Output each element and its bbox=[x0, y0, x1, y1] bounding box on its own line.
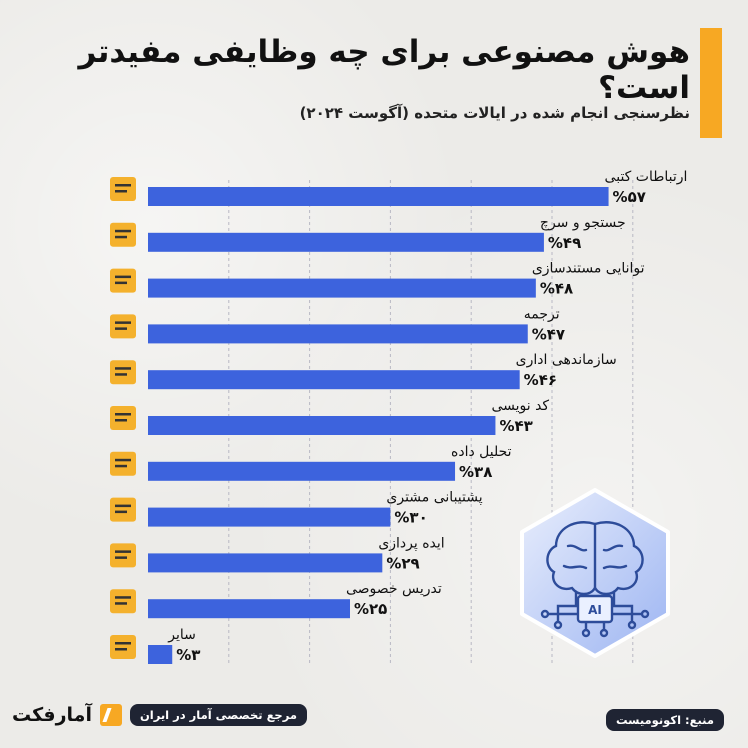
category-label: پشتیبانی مشتری bbox=[386, 490, 482, 506]
briefcase-icon bbox=[110, 635, 136, 659]
category-label: تدریس خصوصی bbox=[346, 581, 442, 597]
data-analysis-icon bbox=[110, 451, 136, 476]
chart-subtitle: نظرسنجی انجام شده در ایالات متحده (آگوست… bbox=[299, 104, 690, 122]
category-label: سایر bbox=[167, 627, 196, 643]
teaching-board-icon bbox=[110, 589, 136, 614]
value-label: %۴۳ bbox=[499, 417, 532, 435]
headset-icon bbox=[110, 497, 136, 522]
value-label: %۴۹ bbox=[548, 234, 581, 252]
value-label: %۴۸ bbox=[540, 280, 573, 298]
value-label: %۳۸ bbox=[459, 463, 492, 481]
brand-logo-text: آمارفکت bbox=[12, 704, 92, 726]
bar bbox=[148, 187, 609, 206]
category-label: ترجمه bbox=[524, 306, 560, 322]
bar bbox=[148, 645, 173, 664]
value-label: %۴۷ bbox=[532, 325, 565, 343]
translate-icon bbox=[110, 314, 136, 339]
chart-title: هوش مصنوعی برای چه وظایفی مفیدتر است؟ bbox=[78, 34, 690, 106]
value-label: %۲۵ bbox=[354, 600, 387, 618]
category-label: ایده پردازی bbox=[378, 535, 444, 551]
bar bbox=[148, 507, 391, 527]
ai-badge-text: AI bbox=[588, 603, 602, 617]
category-label: جستجو و سرچ bbox=[540, 215, 626, 231]
bar bbox=[148, 324, 528, 344]
category-label: ارتباطات کتبی bbox=[605, 169, 688, 185]
source-footer: منبع: اکونومیست bbox=[605, 709, 724, 731]
bar bbox=[148, 416, 496, 435]
title-accent-bar bbox=[700, 28, 722, 138]
category-label: کد نویسی bbox=[491, 398, 549, 414]
code-file-icon bbox=[110, 406, 136, 430]
category-label: توانایی مستندسازی bbox=[532, 261, 645, 277]
value-label: %۲۹ bbox=[386, 554, 419, 572]
category-label: سازماندهی اداری bbox=[516, 352, 617, 368]
bar bbox=[148, 599, 350, 619]
bar bbox=[148, 370, 520, 390]
brand-footer: آمارفکت مرجع تخصصی آمار در ایران bbox=[12, 704, 307, 726]
bar bbox=[148, 553, 383, 573]
brand-tagline: مرجع تخصصی آمار در ایران bbox=[129, 704, 307, 726]
brand-logo-icon bbox=[99, 704, 122, 726]
writing-hand-icon bbox=[110, 177, 136, 201]
value-label: %۳۰ bbox=[394, 509, 427, 527]
source-label: منبع: اکونومیست bbox=[605, 709, 724, 731]
search-document-icon bbox=[110, 222, 136, 247]
bar-chart: ارتباطات کتبی %۵۷ جستجو و سرچ %۴۹ توانایی مس… bbox=[110, 169, 688, 665]
value-label: %۵۷ bbox=[613, 188, 646, 206]
value-label: %۳ bbox=[176, 646, 200, 664]
bar bbox=[148, 461, 456, 481]
idea-person-icon bbox=[110, 543, 136, 568]
bar bbox=[148, 232, 544, 252]
bar bbox=[148, 278, 536, 298]
clipboard-icon bbox=[110, 360, 136, 385]
category-label: تحلیل داده bbox=[451, 444, 512, 460]
document-folder-icon bbox=[110, 268, 136, 293]
ai-brain-icon: AI bbox=[520, 488, 670, 658]
value-label: %۴۶ bbox=[524, 371, 557, 389]
